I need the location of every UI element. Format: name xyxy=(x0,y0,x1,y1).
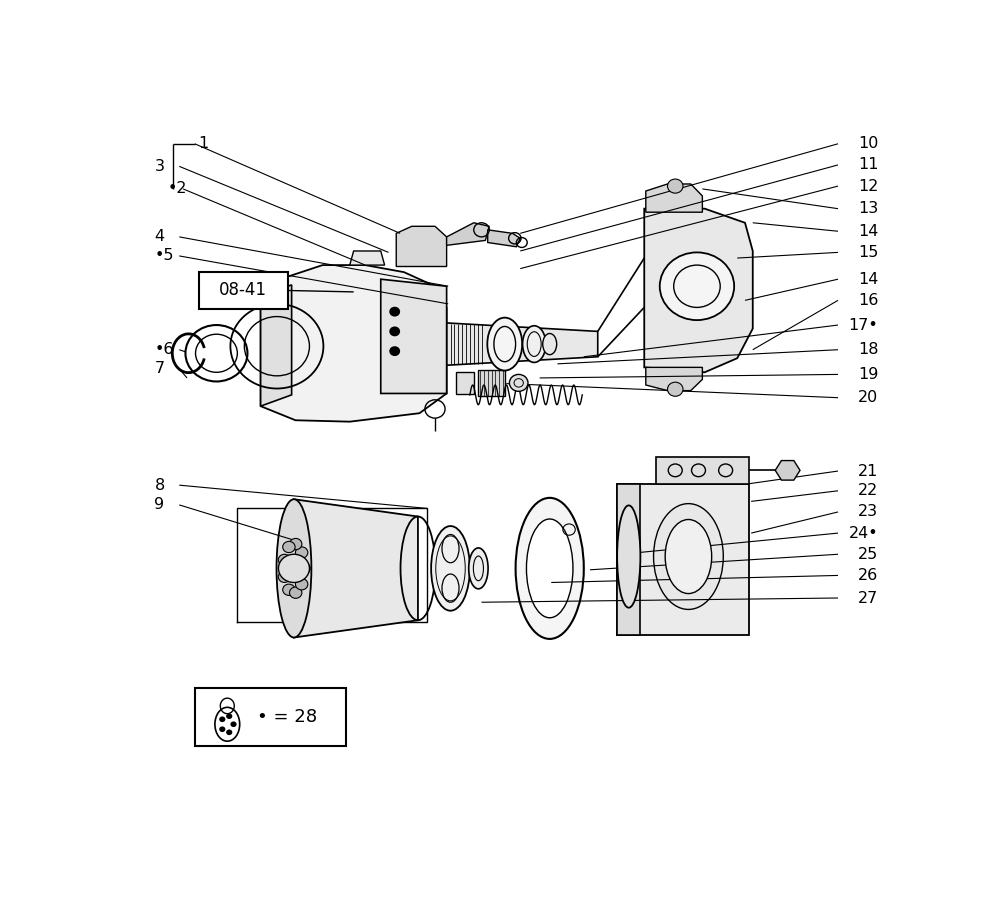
Polygon shape xyxy=(656,457,749,484)
Ellipse shape xyxy=(617,506,640,607)
Circle shape xyxy=(219,716,225,722)
Text: 8: 8 xyxy=(154,477,165,493)
Text: •6: •6 xyxy=(154,343,174,357)
Text: 15: 15 xyxy=(858,245,878,260)
Polygon shape xyxy=(447,323,598,365)
Circle shape xyxy=(295,579,308,590)
Text: 1: 1 xyxy=(199,136,209,151)
Polygon shape xyxy=(350,251,385,265)
Circle shape xyxy=(389,307,400,317)
FancyBboxPatch shape xyxy=(199,272,288,309)
Text: 19: 19 xyxy=(858,367,878,382)
Polygon shape xyxy=(646,367,702,390)
Circle shape xyxy=(389,326,400,336)
Circle shape xyxy=(389,346,400,356)
Ellipse shape xyxy=(469,548,488,589)
Polygon shape xyxy=(381,279,447,394)
Polygon shape xyxy=(447,223,489,245)
Text: 11: 11 xyxy=(858,158,878,172)
Polygon shape xyxy=(644,209,753,372)
Circle shape xyxy=(230,722,237,727)
Ellipse shape xyxy=(487,318,522,371)
Circle shape xyxy=(668,382,683,397)
Text: • = 28: • = 28 xyxy=(257,708,317,726)
Polygon shape xyxy=(617,484,749,636)
Polygon shape xyxy=(617,484,640,636)
Text: 13: 13 xyxy=(858,202,878,216)
Text: 23: 23 xyxy=(858,505,878,519)
Circle shape xyxy=(278,572,291,583)
Ellipse shape xyxy=(516,498,584,639)
FancyBboxPatch shape xyxy=(195,688,346,747)
Text: 17•: 17• xyxy=(849,318,878,333)
Text: 16: 16 xyxy=(858,293,878,308)
Text: 20: 20 xyxy=(858,390,878,405)
Text: 14: 14 xyxy=(858,272,878,287)
Polygon shape xyxy=(294,499,418,638)
Circle shape xyxy=(295,547,308,558)
Text: 9: 9 xyxy=(154,497,165,512)
Circle shape xyxy=(283,584,295,595)
Text: 18: 18 xyxy=(858,343,878,357)
Polygon shape xyxy=(646,184,702,213)
Circle shape xyxy=(660,253,734,320)
Polygon shape xyxy=(261,285,292,406)
Polygon shape xyxy=(261,265,447,421)
Circle shape xyxy=(278,554,309,583)
Circle shape xyxy=(219,726,225,732)
Ellipse shape xyxy=(526,519,573,617)
Text: 22: 22 xyxy=(858,484,878,498)
Text: 27: 27 xyxy=(858,591,878,605)
Circle shape xyxy=(298,562,310,574)
Text: 24•: 24• xyxy=(849,526,878,540)
Text: 21: 21 xyxy=(858,463,878,478)
Text: •2: •2 xyxy=(168,181,187,196)
Circle shape xyxy=(289,539,302,550)
Polygon shape xyxy=(396,226,447,267)
Circle shape xyxy=(509,375,528,391)
Text: 7: 7 xyxy=(154,361,165,376)
Ellipse shape xyxy=(654,504,723,609)
Polygon shape xyxy=(775,461,800,480)
Circle shape xyxy=(668,179,683,193)
Ellipse shape xyxy=(543,333,557,354)
Ellipse shape xyxy=(523,326,546,363)
Text: 4: 4 xyxy=(154,229,165,245)
Polygon shape xyxy=(488,230,520,246)
Polygon shape xyxy=(478,370,505,396)
Ellipse shape xyxy=(665,519,712,594)
Text: 08-41: 08-41 xyxy=(219,281,267,300)
Circle shape xyxy=(226,729,232,736)
Text: 26: 26 xyxy=(858,568,878,583)
Ellipse shape xyxy=(277,499,311,638)
Text: 10: 10 xyxy=(858,136,878,151)
Circle shape xyxy=(278,554,291,565)
Circle shape xyxy=(283,541,295,552)
Ellipse shape xyxy=(431,526,470,611)
Circle shape xyxy=(226,714,232,719)
Circle shape xyxy=(289,587,302,598)
Polygon shape xyxy=(456,372,474,394)
Text: 3: 3 xyxy=(154,158,164,174)
Text: •5: •5 xyxy=(154,248,174,264)
Text: 12: 12 xyxy=(858,179,878,193)
Text: 25: 25 xyxy=(858,547,878,562)
Text: 14: 14 xyxy=(858,224,878,239)
